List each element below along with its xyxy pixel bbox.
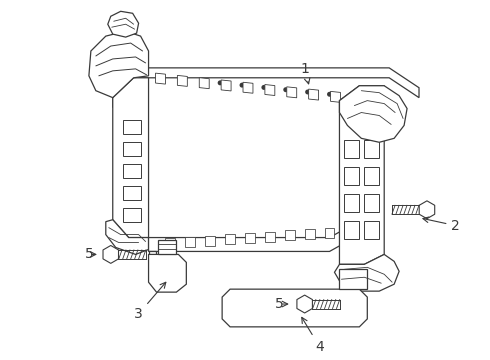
Circle shape	[261, 85, 267, 90]
Polygon shape	[106, 220, 148, 255]
Polygon shape	[365, 140, 379, 158]
Polygon shape	[340, 86, 384, 264]
Polygon shape	[222, 289, 368, 327]
Polygon shape	[344, 140, 359, 158]
Circle shape	[305, 90, 310, 94]
Polygon shape	[122, 186, 141, 200]
Text: 2: 2	[423, 217, 460, 233]
Polygon shape	[148, 251, 155, 264]
Polygon shape	[297, 295, 313, 313]
Text: 5: 5	[275, 297, 284, 311]
Polygon shape	[352, 94, 362, 105]
Polygon shape	[166, 238, 175, 248]
Polygon shape	[340, 86, 407, 142]
Circle shape	[327, 92, 332, 97]
Polygon shape	[148, 224, 354, 251]
Polygon shape	[199, 78, 209, 89]
Polygon shape	[113, 68, 419, 98]
Polygon shape	[108, 11, 139, 37]
Polygon shape	[285, 230, 294, 240]
Polygon shape	[122, 164, 141, 178]
Polygon shape	[89, 31, 148, 98]
Polygon shape	[245, 233, 255, 243]
Polygon shape	[344, 167, 359, 185]
Polygon shape	[205, 236, 215, 246]
Circle shape	[240, 83, 245, 87]
Circle shape	[371, 96, 376, 101]
Circle shape	[349, 94, 354, 99]
Polygon shape	[113, 78, 134, 108]
Circle shape	[283, 87, 288, 92]
Text: 1: 1	[300, 62, 310, 84]
Polygon shape	[335, 255, 399, 291]
Polygon shape	[221, 80, 231, 91]
Text: 5: 5	[84, 247, 93, 261]
Polygon shape	[265, 85, 275, 95]
Polygon shape	[148, 255, 186, 292]
Text: 4: 4	[302, 318, 324, 354]
Polygon shape	[185, 237, 196, 247]
Circle shape	[218, 80, 222, 85]
Polygon shape	[344, 194, 359, 212]
Polygon shape	[309, 89, 318, 100]
Polygon shape	[340, 269, 368, 289]
Text: 3: 3	[134, 282, 166, 321]
Polygon shape	[177, 75, 187, 86]
Polygon shape	[331, 91, 341, 102]
Polygon shape	[265, 232, 275, 242]
Polygon shape	[344, 221, 359, 239]
Polygon shape	[419, 201, 435, 219]
Polygon shape	[324, 228, 335, 238]
Polygon shape	[305, 229, 315, 239]
Polygon shape	[365, 194, 379, 212]
Polygon shape	[365, 167, 379, 185]
Polygon shape	[122, 121, 141, 134]
Polygon shape	[122, 142, 141, 156]
Polygon shape	[158, 239, 176, 255]
Polygon shape	[103, 246, 119, 264]
Polygon shape	[113, 78, 148, 238]
Polygon shape	[243, 82, 253, 93]
Polygon shape	[155, 73, 166, 84]
Polygon shape	[365, 221, 379, 239]
Polygon shape	[225, 234, 235, 244]
Polygon shape	[287, 87, 297, 98]
Polygon shape	[122, 208, 141, 222]
